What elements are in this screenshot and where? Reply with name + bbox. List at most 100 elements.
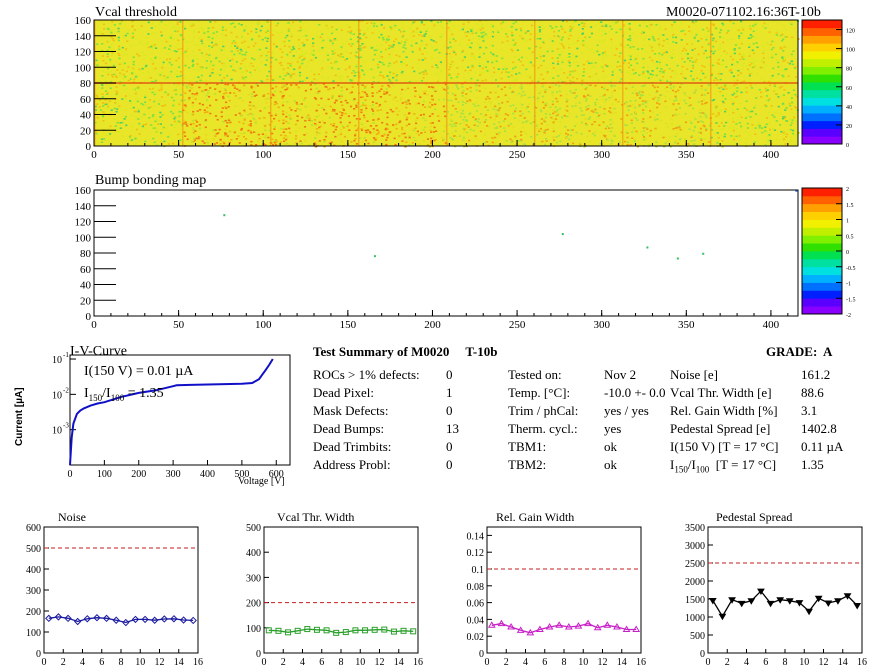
threshold-pixel — [641, 85, 644, 87]
threshold-pixel — [316, 73, 319, 76]
threshold-pixel — [391, 46, 394, 48]
summary-mid-value: Nov 2 — [604, 367, 637, 382]
threshold-pixel — [142, 44, 145, 47]
threshold-pixel — [569, 129, 572, 131]
panel-x-tick-label: 8 — [339, 657, 344, 668]
threshold-pixel — [117, 36, 120, 39]
threshold-pixel — [176, 85, 179, 87]
threshold-pixel — [784, 143, 787, 145]
panel-title: Vcal Thr. Width — [277, 510, 355, 524]
threshold-pixel — [443, 110, 446, 113]
threshold-pixel — [745, 91, 748, 93]
threshold-pixel — [228, 141, 231, 144]
threshold-pixel — [191, 104, 195, 107]
threshold-pixel — [516, 77, 519, 79]
threshold-pixel — [466, 100, 469, 102]
threshold-pixel — [684, 139, 687, 141]
threshold-pixel — [381, 36, 384, 39]
threshold-pixel — [739, 139, 742, 141]
threshold-pixel — [568, 53, 571, 55]
threshold-pixel — [295, 136, 298, 139]
threshold-pixel — [326, 54, 329, 56]
threshold-pixel — [611, 127, 614, 129]
threshold-pixel — [192, 119, 195, 122]
threshold-pixel — [334, 62, 337, 65]
threshold-pixel — [298, 45, 301, 47]
threshold-pixel — [296, 103, 299, 106]
threshold-pixel — [538, 30, 541, 33]
summary-left-label: Address Probl: — [313, 457, 391, 472]
threshold-pixel — [240, 127, 243, 130]
data-point — [285, 629, 292, 636]
threshold-pixel — [746, 68, 749, 71]
threshold-pixel — [205, 60, 208, 62]
threshold-pixel — [179, 33, 182, 36]
threshold-pixel — [172, 38, 175, 41]
threshold-pixel — [429, 106, 432, 108]
threshold-pixel — [767, 98, 770, 100]
threshold-pixel — [235, 61, 238, 63]
threshold-pixel — [96, 116, 99, 119]
threshold-pixel — [584, 88, 587, 90]
threshold-pixel — [249, 101, 252, 104]
threshold-pixel — [657, 38, 660, 40]
threshold-pixel — [145, 64, 148, 67]
threshold-pixel — [96, 43, 99, 45]
threshold-pixel — [704, 89, 707, 92]
threshold-pixel — [725, 66, 728, 68]
threshold-pixel — [720, 99, 723, 102]
threshold-pixel — [497, 113, 500, 116]
threshold-pixel — [401, 70, 404, 73]
threshold-pixel — [123, 84, 126, 87]
threshold-pixel — [165, 40, 168, 43]
threshold-pixel — [738, 47, 741, 49]
threshold-pixel — [169, 35, 172, 38]
threshold-pixel — [304, 139, 307, 142]
palette-tick-label: -2 — [846, 313, 851, 319]
data-point — [54, 613, 63, 621]
threshold-pixel — [325, 131, 328, 134]
threshold-pixel — [656, 86, 659, 88]
threshold-pixel — [389, 131, 392, 133]
threshold-pixel — [127, 66, 130, 68]
threshold-pixel — [386, 134, 390, 136]
threshold-pixel — [340, 53, 343, 55]
threshold-pixel — [492, 108, 495, 110]
threshold-pixel — [137, 118, 140, 120]
threshold-pixel — [244, 111, 247, 113]
threshold-pixel — [375, 133, 378, 136]
threshold-pixel — [681, 70, 684, 73]
threshold-pixel — [151, 63, 154, 65]
threshold-pixel — [446, 86, 449, 88]
data-point — [516, 626, 525, 633]
threshold-pixel — [589, 95, 592, 97]
threshold-pixel — [765, 105, 768, 108]
threshold-pixel — [618, 69, 621, 71]
threshold-pixel — [293, 68, 296, 71]
threshold-pixel — [517, 58, 520, 61]
threshold-pixel — [198, 37, 201, 39]
threshold-pixel — [749, 37, 752, 39]
threshold-pixel — [418, 34, 421, 36]
threshold-pixel — [748, 134, 751, 137]
data-point — [122, 618, 130, 627]
panel-y-tick-label: 0.12 — [467, 548, 485, 559]
threshold-pixel — [575, 131, 578, 134]
threshold-pixel — [552, 109, 555, 112]
threshold-pixel — [694, 54, 697, 57]
threshold-pixel — [137, 110, 140, 113]
threshold-pixel — [661, 79, 664, 81]
threshold-pixel — [154, 127, 157, 130]
threshold-pixel — [385, 41, 388, 44]
threshold-pixel — [163, 47, 167, 49]
threshold-pixel — [315, 87, 318, 90]
threshold-pixel — [465, 35, 468, 37]
threshold-pixel — [721, 146, 724, 148]
threshold-pixel — [568, 56, 571, 58]
summary-left-value: 0 — [446, 457, 453, 472]
threshold-pixel — [360, 128, 363, 130]
x-tick-label: 250 — [509, 149, 526, 161]
threshold-pixel — [681, 57, 684, 60]
threshold-pixel — [96, 64, 99, 67]
